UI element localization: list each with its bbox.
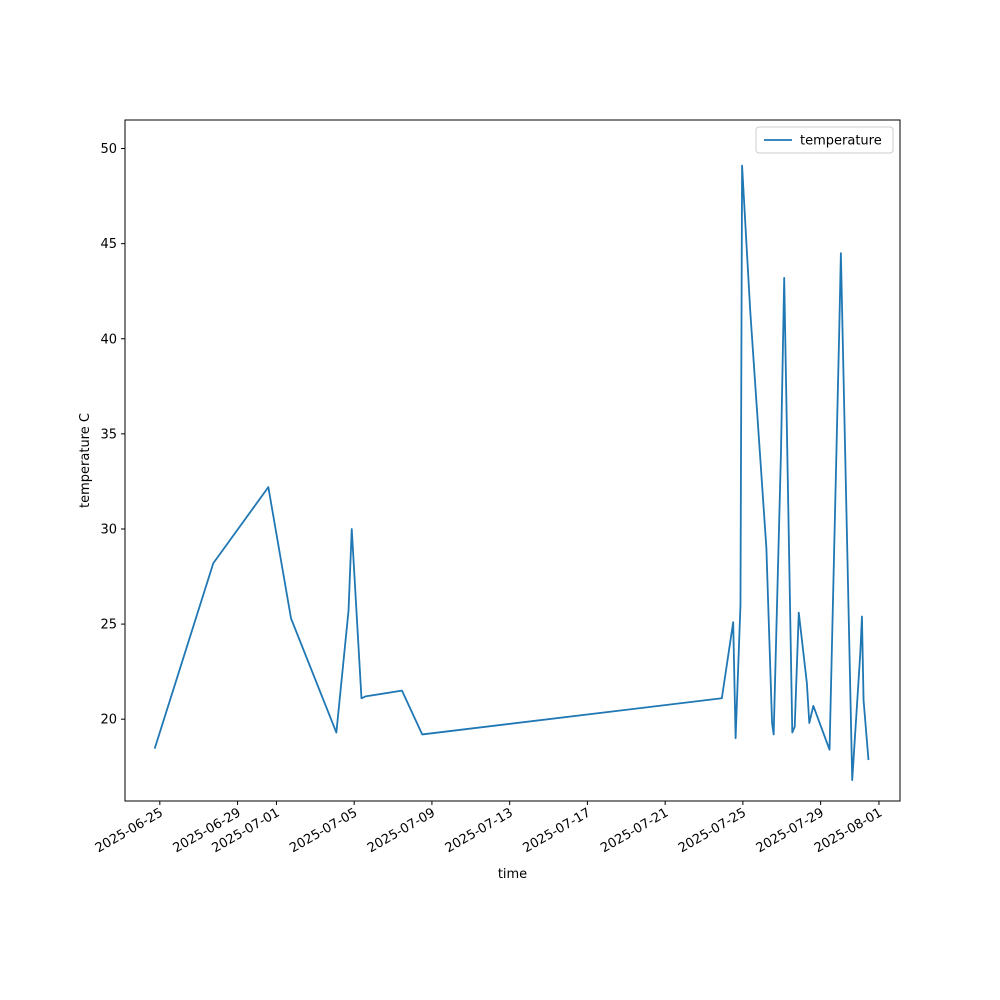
y-tick-label: 30	[100, 522, 117, 537]
legend-entry: temperature	[800, 134, 882, 149]
y-tick-label: 50	[100, 142, 117, 157]
y-axis-label: temperature C	[78, 413, 93, 508]
y-tick-label: 45	[100, 237, 117, 252]
x-axis-label: time	[498, 867, 527, 882]
axes-frame	[124, 119, 901, 802]
y-tick-label: 35	[100, 427, 117, 442]
y-axis: 20 25 30 35 40 45 50	[100, 142, 125, 728]
y-tick-label: 25	[100, 618, 117, 633]
y-tick-label: 40	[100, 332, 117, 347]
y-tick-label: 20	[100, 713, 117, 728]
series-layer	[153, 164, 870, 781]
series-line-temperature	[153, 164, 870, 781]
legend: temperature	[755, 126, 894, 154]
legend-box	[755, 126, 894, 154]
